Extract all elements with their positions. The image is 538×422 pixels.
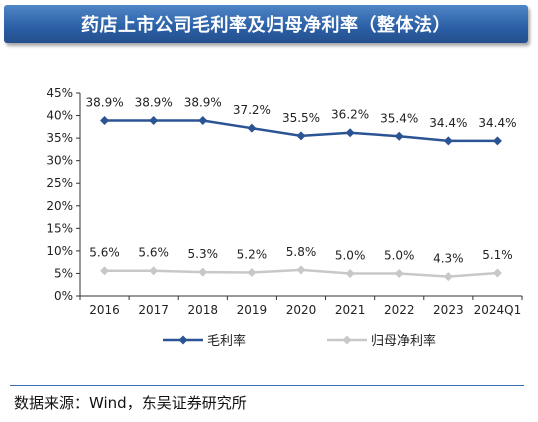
data-label: 35.5%: [282, 111, 320, 125]
data-label: 38.9%: [135, 96, 173, 110]
x-tick-label: 2023: [433, 303, 464, 317]
y-tick-label: 35%: [46, 131, 73, 145]
y-tick-label: 10%: [46, 244, 73, 258]
chart-title: 药店上市公司毛利率及归母净利率（整体法）: [81, 15, 451, 36]
x-tick-label: 2016: [89, 303, 120, 317]
data-label: 5.1%: [482, 248, 513, 262]
legend-label: 毛利率: [207, 333, 246, 349]
y-tick-label: 45%: [46, 86, 73, 100]
data-point: [345, 268, 355, 278]
y-tick-label: 5%: [54, 266, 73, 280]
y-tick-label: 30%: [46, 154, 73, 168]
x-tick-label: 2021: [335, 303, 366, 317]
data-point: [492, 136, 502, 146]
data-point: [394, 131, 404, 141]
data-point: [247, 268, 257, 278]
data-label: 35.4%: [380, 111, 418, 125]
data-point: [100, 266, 110, 276]
data-point: [443, 272, 453, 282]
data-point: [198, 116, 208, 126]
data-point: [492, 268, 502, 278]
chart-axes: 0% 5% 10% 15% 20% 25% 30% 35% 40% 45% 2016 2017 2018…: [46, 86, 523, 317]
data-label: 5.8%: [286, 245, 317, 259]
x-tick-label: 2019: [237, 303, 268, 317]
data-label: 5.0%: [335, 248, 366, 262]
data-label: 36.2%: [331, 108, 369, 122]
data-point: [149, 266, 159, 276]
legend-swatch-marker: [342, 335, 352, 345]
data-label: 5.0%: [384, 248, 415, 262]
footer-divider: [10, 385, 524, 386]
x-tick-label: 2017: [138, 303, 169, 317]
data-label: 5.6%: [89, 246, 120, 260]
data-label: 37.2%: [233, 103, 271, 117]
data-label: 5.3%: [188, 247, 219, 261]
data-point: [296, 131, 306, 141]
data-label: 34.4%: [429, 116, 467, 130]
data-point: [198, 267, 208, 277]
data-label: 5.6%: [138, 246, 169, 260]
x-tick-label: 2020: [286, 303, 317, 317]
legend-swatch-marker: [178, 335, 188, 345]
chart-title-banner: 药店上市公司毛利率及归母净利率（整体法）: [4, 5, 528, 43]
data-point: [443, 136, 453, 146]
data-point: [100, 116, 110, 126]
data-point: [149, 116, 159, 126]
y-tick-label: 25%: [46, 176, 73, 190]
x-tick-label: 2018: [188, 303, 219, 317]
x-tick-label: 2022: [384, 303, 415, 317]
data-label: 38.9%: [85, 96, 123, 110]
y-tick-label: 0%: [54, 289, 73, 303]
data-point: [394, 268, 404, 278]
chart-legend: 毛利率 归母净利率: [163, 333, 436, 349]
x-tick-label: 2024Q1: [474, 303, 522, 317]
legend-label: 归母净利率: [371, 333, 436, 349]
data-point: [345, 128, 355, 138]
y-tick-label: 15%: [46, 221, 73, 235]
y-tick-label: 20%: [46, 199, 73, 213]
data-point: [247, 123, 257, 133]
chart-plot-area: 38.9% 38.9% 38.9% 37.2% 35.5% 36.2% 35.4% 34.4%…: [85, 96, 517, 282]
data-label: 38.9%: [184, 96, 222, 110]
data-label: 5.2%: [237, 248, 268, 262]
data-label: 4.3%: [433, 252, 464, 266]
y-tick-label: 40%: [46, 109, 73, 123]
data-point: [296, 265, 306, 275]
data-label: 34.4%: [478, 116, 516, 130]
source-note: 数据来源：Wind，东吴证券研究所: [14, 394, 247, 412]
